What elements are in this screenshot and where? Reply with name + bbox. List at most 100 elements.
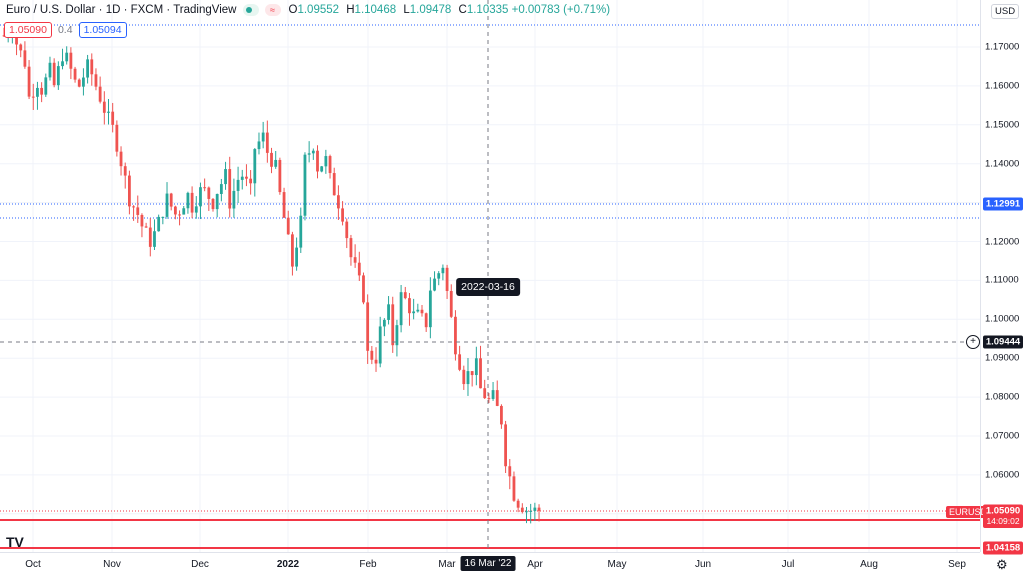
candle-body: [382, 319, 386, 327]
candle-body: [399, 292, 403, 326]
candle-body: [253, 149, 257, 184]
candle-body: [412, 311, 416, 314]
time-tick-label: Jul: [781, 559, 795, 570]
candle-body: [516, 500, 520, 508]
candle-body: [466, 371, 470, 385]
candle-body: [512, 476, 516, 501]
candle-body: [525, 511, 528, 513]
price-tick-label: 1.07000: [985, 430, 1020, 442]
candle-body: [520, 507, 524, 513]
candle-body: [161, 216, 165, 218]
candle-body: [40, 87, 44, 95]
candle-body: [428, 290, 432, 328]
price-axis[interactable]: 1.170001.160001.150001.140001.130001.120…: [980, 0, 1024, 555]
buy-price-button[interactable]: 1.05094: [78, 22, 127, 38]
price-tag-level-2: 1.04158: [983, 541, 1023, 555]
candle-body: [44, 77, 48, 95]
candle-body: [470, 371, 474, 376]
candle-body: [94, 74, 98, 87]
time-axis[interactable]: Oct Nov Dec 2022 Feb Mar Apr May Jun Jul Aug Sep 16…: [0, 552, 980, 577]
candle-body: [86, 59, 89, 78]
candle-body: [416, 309, 420, 312]
price-tick-label: 1.11000: [985, 274, 1019, 286]
candle-body: [408, 298, 411, 314]
low-value: 1.09478: [409, 4, 452, 16]
sell-price-button[interactable]: 1.05090: [4, 22, 52, 38]
candle-body: [107, 111, 110, 113]
high-key: H: [346, 4, 355, 16]
candle-body: [261, 132, 265, 142]
candle-body: [353, 257, 357, 263]
candle-body: [449, 290, 453, 317]
candle-body: [90, 59, 94, 75]
price-chart[interactable]: [0, 0, 980, 552]
candle-body: [207, 187, 211, 199]
candle-body: [391, 304, 395, 346]
candle-body: [224, 169, 227, 185]
price-tick-label: 1.14000: [985, 158, 1020, 170]
candle-body: [529, 510, 533, 512]
gear-icon[interactable]: ⚙: [996, 557, 1008, 572]
price-tick-label: 1.16000: [985, 80, 1020, 92]
candle-body: [31, 96, 35, 98]
currency-select[interactable]: USD: [991, 4, 1020, 19]
candle-body: [378, 326, 382, 364]
candle-body: [270, 152, 273, 167]
candle-body: [236, 179, 240, 191]
candle-body: [458, 354, 462, 370]
candle-body: [491, 390, 495, 399]
candle-body: [178, 214, 181, 216]
candle-body: [345, 221, 349, 239]
time-tick-label: Dec: [191, 559, 209, 570]
candle-body: [303, 154, 307, 216]
candle-body: [153, 231, 156, 247]
time-tick-label: Feb: [359, 559, 377, 570]
symbol-line-label: EURUSD: [946, 506, 991, 518]
candle-body: [190, 192, 194, 213]
candle-body: [311, 150, 315, 154]
candle-body: [324, 156, 328, 167]
candle-body: [445, 267, 449, 291]
candle-body: [82, 77, 85, 87]
time-tick-label: Oct: [25, 559, 41, 570]
candle-body: [249, 178, 253, 184]
time-tick-label: 2022: [276, 559, 300, 570]
candle-body: [215, 193, 219, 210]
candle-body: [56, 66, 60, 86]
horizontal-levels: [0, 24, 980, 549]
candle-body: [462, 369, 466, 385]
candle-body: [173, 206, 177, 215]
candle-body: [387, 304, 390, 320]
candle-body: [474, 358, 478, 376]
crosshair-add-icon[interactable]: +: [966, 335, 980, 349]
candle-body: [123, 166, 127, 176]
candle-body: [19, 44, 23, 51]
price-tick-label: 1.06000: [985, 469, 1020, 481]
bid-ask-panel: 1.05090 0.4 1.05094: [4, 22, 127, 38]
candle-body: [111, 111, 115, 125]
candle-body: [403, 292, 407, 299]
symbol-title[interactable]: Euro / U.S. Dollar · 1D · FXCM · Trading…: [6, 4, 237, 16]
candle-body: [157, 216, 161, 232]
tradingview-logo[interactable]: TV: [6, 534, 24, 550]
candle-body: [77, 79, 81, 87]
candle-body: [374, 359, 378, 364]
time-tick-label: May: [607, 559, 627, 570]
candle-body: [48, 62, 52, 78]
candle-body: [61, 61, 64, 67]
candle-body: [274, 159, 278, 167]
time-tick-label: Jun: [694, 559, 712, 570]
candle-body: [140, 214, 144, 227]
candle-body: [278, 159, 282, 193]
data-status-icon: ≈: [264, 4, 281, 16]
candle-body: [98, 86, 102, 102]
candle-body: [69, 52, 73, 69]
price-tag-level-1: 1.12991: [983, 197, 1023, 211]
candle-body: [395, 325, 399, 346]
candle-body: [341, 208, 344, 222]
candle-body: [437, 273, 441, 279]
change-value: +0.00783 (+0.71%): [511, 4, 611, 16]
candle-body: [265, 132, 269, 153]
candle-body: [483, 388, 487, 399]
symbol-legend: Euro / U.S. Dollar · 1D · FXCM · Trading…: [6, 4, 610, 16]
